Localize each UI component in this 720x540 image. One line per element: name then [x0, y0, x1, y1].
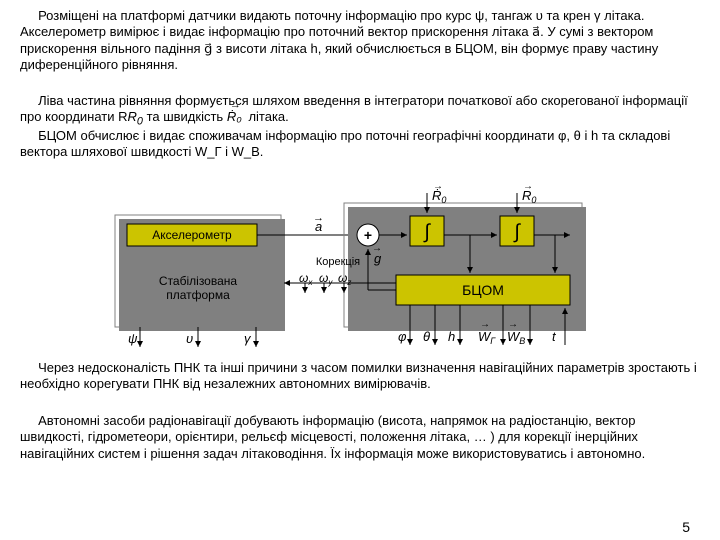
- p4-text: Через недосконалість ПНК та інші причини…: [20, 360, 697, 391]
- accelerometer-label: Акселерометр: [152, 228, 232, 242]
- correction-label: Корекція: [316, 256, 360, 268]
- wv-label: WВ: [507, 329, 525, 346]
- navigation-diagram: Акселерометр Стабілізована платформа → a…: [110, 185, 610, 355]
- platform-label-2: платформа: [166, 288, 230, 302]
- psi-label: ψ: [128, 331, 138, 346]
- paragraph-4: Через недосконалість ПНК та інші причини…: [20, 360, 700, 393]
- right-shadow: [348, 207, 586, 331]
- paragraph-5: Автономні засоби радіонавігації добувают…: [20, 413, 700, 462]
- theta-label: θ: [423, 329, 430, 344]
- paragraph-3: БЦОМ обчислює і видає споживачам інформа…: [20, 128, 700, 161]
- r0-label: R0: [522, 188, 536, 205]
- paragraph-1: Розміщені на платформі датчики видають п…: [20, 8, 700, 73]
- t-label: t: [552, 329, 557, 344]
- omega-y: ωy: [319, 271, 333, 287]
- wg-label: WГ: [478, 329, 496, 346]
- gamma-label: γ: [244, 331, 252, 346]
- p2c: літака.: [248, 109, 288, 124]
- bcom-label: БЦОМ: [462, 282, 504, 298]
- g-label: g: [374, 251, 382, 266]
- p1-text: Розміщені на платформі датчики видають п…: [20, 8, 658, 72]
- phi-label: φ: [398, 329, 407, 344]
- p3-text: БЦОМ обчислює і видає споживачам інформа…: [20, 128, 670, 159]
- page-number: 5: [682, 519, 690, 535]
- p5-text: Автономні засоби радіонавігації добувают…: [20, 413, 645, 461]
- paragraph-2: Ліва частина рівняння формується шляхом …: [20, 93, 700, 129]
- h-label: h: [448, 329, 455, 344]
- p2a: Ліва частина рівняння формується шляхом …: [20, 93, 688, 124]
- platform-label-1: Стабілізована: [159, 274, 237, 288]
- omega-x: ωx: [299, 271, 313, 287]
- p2b: та швидкість: [143, 109, 227, 124]
- rdot0-label: Ṙ0: [432, 188, 446, 205]
- ups-label: υ: [186, 331, 193, 346]
- a-vec-label: a: [315, 219, 322, 234]
- sum-plus: +: [364, 227, 372, 243]
